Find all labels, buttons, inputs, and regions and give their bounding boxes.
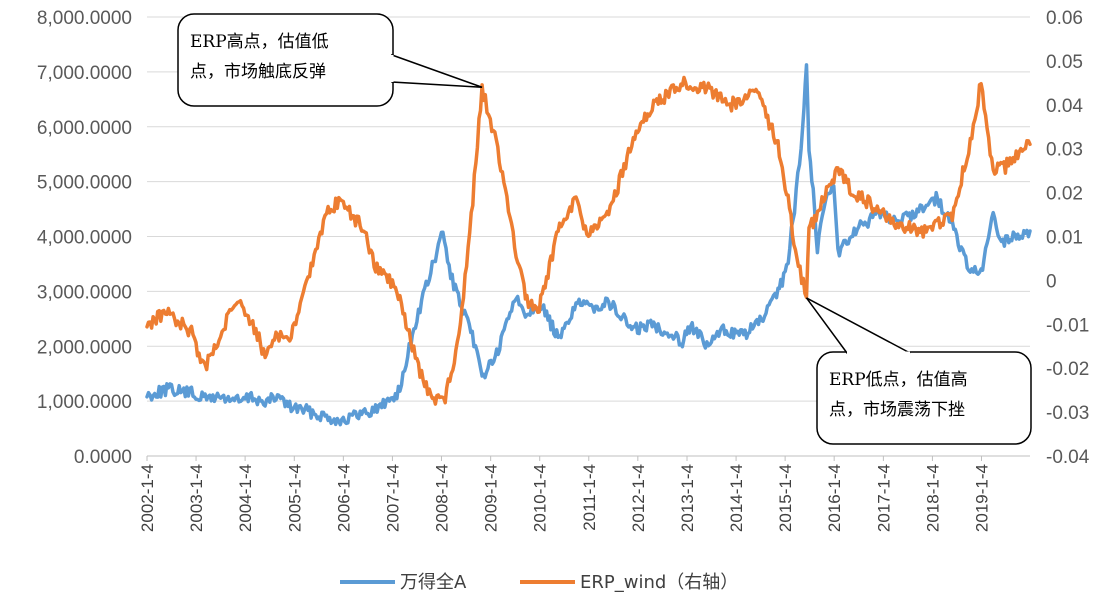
y-left-tick-label: 6,000.0000 <box>37 118 132 139</box>
x-tick-label: 2011-1-4 <box>580 464 599 531</box>
x-tick-label: 2004-1-4 <box>236 464 255 532</box>
y-axis-left: 0.0000 1,000.0000 2,000.0000 3,000.0000 4,00… <box>37 8 132 468</box>
y-right-tick-label: 0.01 <box>1046 228 1083 249</box>
y-axis-right: -0.04 -0.03 -0.02 -0.01 0 0.01 0.02 0.03 0.04 0.0… <box>1046 8 1090 468</box>
y-right-tick-label: -0.01 <box>1046 315 1089 336</box>
x-tick-label: 2016-1-4 <box>825 464 844 532</box>
x-tick-label: 2006-1-4 <box>334 464 353 532</box>
y-right-tick-label: -0.02 <box>1046 359 1089 380</box>
callout-high-text: 点，市场触底反弹 <box>190 62 326 82</box>
legend: 万得全A ERP_wind（右轴） <box>340 572 738 593</box>
callout-low-text: ERP低点，估值高 <box>829 370 968 390</box>
x-tick-label: 2010-1-4 <box>531 464 550 532</box>
callout-low-box <box>816 351 1032 445</box>
x-tick-label: 2002-1-4 <box>138 464 157 532</box>
y-right-tick-label: 0.02 <box>1046 184 1083 205</box>
y-right-tick-label: 0.03 <box>1046 140 1083 161</box>
legend-label-erp: ERP_wind（右轴） <box>580 572 738 593</box>
y-left-tick-label: 7,000.0000 <box>37 63 132 84</box>
callout-high-text: ERP高点，估值低 <box>190 32 329 52</box>
y-right-tick-label: 0.06 <box>1046 8 1083 29</box>
x-tick-label: 2003-1-4 <box>187 464 206 532</box>
legend-label-wind-a: 万得全A <box>400 572 467 593</box>
y-right-tick-label: 0 <box>1046 271 1057 292</box>
x-tick-label: 2013-1-4 <box>678 464 697 532</box>
x-tick-label: 2008-1-4 <box>432 464 451 532</box>
x-tick-label: 2012-1-4 <box>629 464 648 532</box>
series-line-erp <box>145 75 1032 406</box>
callout-low-pointer <box>805 297 911 354</box>
x-axis: 2002-1-4 2003-1-4 2004-1-4 2005-1-4 2006-1-4… <box>138 455 1030 532</box>
y-left-tick-label: 4,000.0000 <box>37 228 132 249</box>
x-tick-label: 2007-1-4 <box>383 464 402 532</box>
x-tick-label: 2014-1-4 <box>727 464 746 532</box>
callout-low-text: 点，市场震荡下挫 <box>829 400 965 420</box>
callout-high-box <box>177 13 394 107</box>
y-right-tick-label: 0.04 <box>1046 96 1083 117</box>
y-right-tick-label: -0.04 <box>1046 447 1090 468</box>
y-left-tick-label: 0.0000 <box>74 447 132 468</box>
x-tick-label: 2017-1-4 <box>874 464 893 532</box>
y-left-tick-label: 2,000.0000 <box>37 337 132 358</box>
y-left-tick-label: 5,000.0000 <box>37 173 132 194</box>
x-tick-label: 2005-1-4 <box>285 464 304 532</box>
y-right-tick-label: -0.03 <box>1046 403 1089 424</box>
x-tick-label: 2018-1-4 <box>923 464 942 532</box>
y-left-tick-label: 8,000.0000 <box>37 8 132 29</box>
y-left-tick-label: 3,000.0000 <box>37 282 132 303</box>
y-left-tick-label: 1,000.0000 <box>37 392 132 413</box>
x-tick-label: 2009-1-4 <box>482 464 501 532</box>
x-tick-label: 2019-1-4 <box>972 464 991 532</box>
x-tick-label: 2015-1-4 <box>776 464 795 532</box>
callout-high-pointer <box>391 53 483 88</box>
series-layer <box>145 63 1032 427</box>
y-right-tick-label: 0.05 <box>1046 52 1083 73</box>
